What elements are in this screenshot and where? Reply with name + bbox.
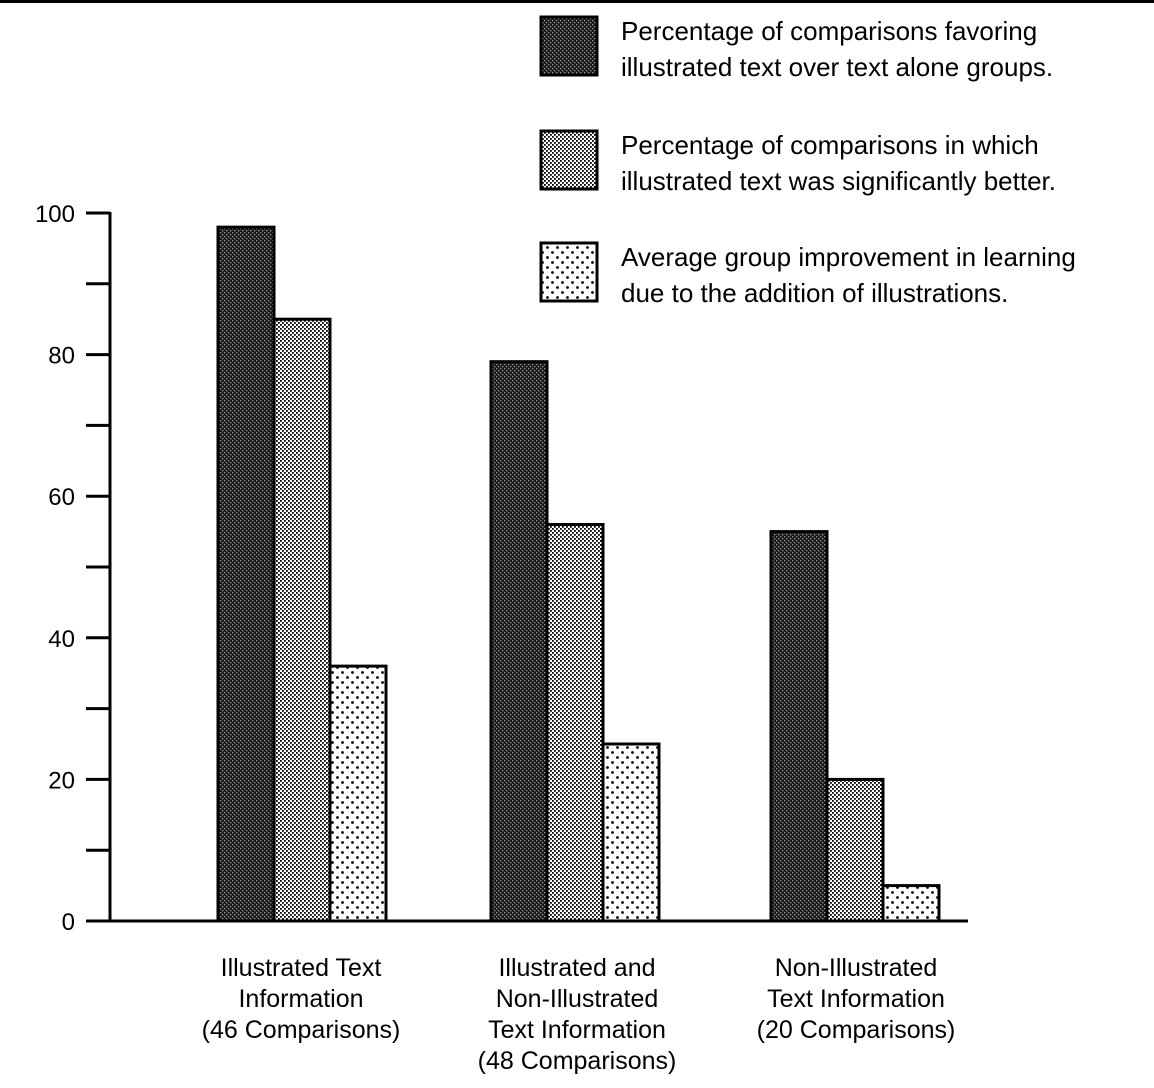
y-tick-label: 40 xyxy=(48,626,75,653)
legend-swatch-1 xyxy=(539,15,599,77)
x-category-label: Illustrated and Non-Illustrated Text Infor… xyxy=(478,954,677,1075)
bar-s3-c1 xyxy=(328,664,388,923)
bar-s3-c2 xyxy=(601,742,661,923)
y-tick-label: 100 xyxy=(35,201,75,228)
x-category-label: Non-Illustrated Text Information (20 Compa… xyxy=(757,954,956,1044)
legend-label-2: Percentage of comparisons in which illust… xyxy=(621,130,1056,196)
legend: Percentage of comparisons favoring illust… xyxy=(539,15,1076,308)
x-axis-labels: Illustrated Text Information (46 Compariso… xyxy=(202,954,956,1075)
bar-s1-c2 xyxy=(489,360,549,923)
y-tick-label: 0 xyxy=(62,909,75,936)
legend-label-1: Percentage of comparisons favoring illust… xyxy=(621,16,1053,82)
bar-s2-c1 xyxy=(272,317,332,923)
y-axis: 0 20 40 60 80 100 xyxy=(35,201,968,936)
legend-swatch-3 xyxy=(539,241,599,303)
bars-group xyxy=(216,225,941,923)
bar-s1-c3 xyxy=(769,530,829,923)
y-tick-label: 60 xyxy=(48,484,75,511)
bar-s3-c3 xyxy=(881,884,941,923)
y-tick-label: 20 xyxy=(48,767,75,794)
legend-label-3: Average group improvement in learning due… xyxy=(621,242,1076,308)
legend-swatch-2 xyxy=(539,129,599,191)
x-category-label: Illustrated Text Information (46 Compariso… xyxy=(202,954,401,1044)
bar-s2-c2 xyxy=(545,523,605,923)
y-tick-label: 80 xyxy=(48,343,75,370)
bar-s1-c1 xyxy=(216,225,276,923)
bar-s2-c3 xyxy=(825,777,885,923)
